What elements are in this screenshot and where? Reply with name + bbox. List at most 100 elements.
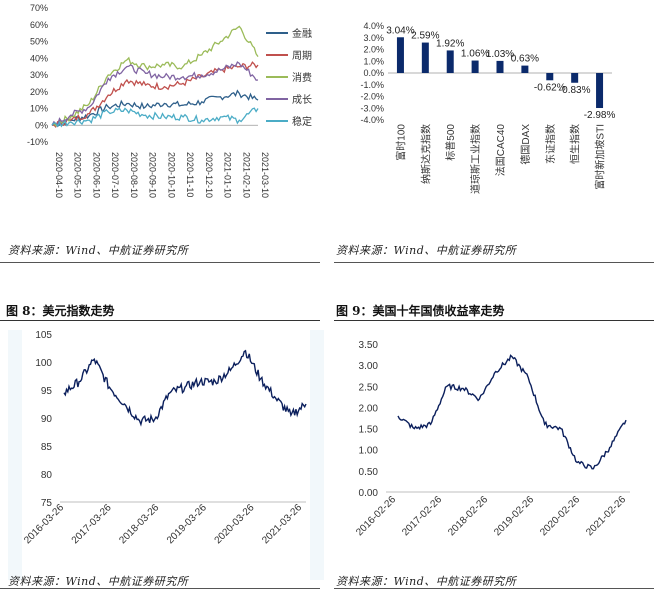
bar <box>571 73 579 83</box>
y-tick-label: -10% <box>27 137 48 147</box>
category-label: 道琼斯工业指数 <box>469 124 482 194</box>
data-label: 2.59% <box>411 31 439 42</box>
category-label: 恒生指数 <box>569 124 582 164</box>
x-tick-label: 2020-11-10 <box>185 152 195 197</box>
y-tick-label: 0.50 <box>359 467 379 478</box>
x-tick-label: 2020-04-10 <box>54 152 64 198</box>
global-index-bar-chart: 4.0% 3.0% 2.0%1.0% 0.0% -1.0% -2.0%-3.0% -4.0%… <box>360 21 616 194</box>
us10y-yield-line-chart: 3.50 3.00 2.50 2.00 1.50 1.00 0.50 0.002016-02-… <box>354 340 630 538</box>
x-tick-label: 2020-07-10 <box>110 152 120 198</box>
y-tick-label: 3.0% <box>363 33 384 43</box>
y-tick-label: 40% <box>30 53 48 63</box>
legend-label: 稳定 <box>292 115 312 128</box>
y-tick-label: 3.00 <box>359 361 379 372</box>
y-tick-label: 2.00 <box>359 403 379 414</box>
bar <box>521 65 529 73</box>
y-tick-label: 3.50 <box>359 340 379 351</box>
category-label: 富时新加坡STI <box>594 124 607 190</box>
legend-label: 成长 <box>292 94 312 106</box>
x-tick-label: 2020-10-10 <box>166 152 176 198</box>
data-label: -2.98% <box>584 110 616 121</box>
x-tick-label: 2019-03-26 <box>165 502 209 546</box>
figure-8-title: 图 8：美元指数走势 <box>6 304 115 318</box>
bar <box>546 73 554 81</box>
y-tick-label: 80 <box>41 470 53 481</box>
y-tick-label: 75 <box>41 498 53 509</box>
category-label: 东证指数 <box>544 124 557 164</box>
x-tick-label: 2021-03-26 <box>260 502 304 546</box>
x-tick-label: 2019-02-26 <box>492 494 536 538</box>
data-label: 1.92% <box>436 38 464 49</box>
bar <box>471 60 479 73</box>
y-tick-label: 70% <box>30 3 48 13</box>
category-label: 法国CAC40 <box>494 124 507 177</box>
x-tick-label: 2020-03-26 <box>213 502 257 546</box>
series-line-1 <box>51 61 259 128</box>
y-tick-label: 1.00 <box>359 446 379 457</box>
bar <box>446 50 454 73</box>
x-tick-label: 2017-02-26 <box>400 494 444 538</box>
x-tick-label: 2018-02-26 <box>446 494 490 538</box>
x-tick-label: 2020-02-26 <box>538 494 582 538</box>
y-tick-label: 10% <box>30 104 48 114</box>
x-tick-label: 2020-09-10 <box>148 152 158 198</box>
x-tick-label: 2021-02-10 <box>241 152 251 198</box>
x-tick-label: 2016-02-26 <box>354 494 398 538</box>
category-label: 富时100 <box>394 124 407 161</box>
sector-index-line-chart: -10% 0% 10% 20% 30% 40% 50% 60% 70% 2020-04-10 202… <box>27 3 312 198</box>
source-note-top-right: 资料来源：Wind、中航证券研究所 <box>336 244 517 257</box>
series-line <box>397 354 627 470</box>
legend-label: 周期 <box>292 50 312 62</box>
y-tick-label: 0.0% <box>363 68 384 78</box>
x-tick-label: 2020-05-10 <box>73 152 83 198</box>
y-tick-label: -4.0% <box>360 115 384 125</box>
data-label: 1.06% <box>461 49 489 60</box>
watermark <box>8 330 22 580</box>
x-tick-label: 2020-12-10 <box>204 152 214 198</box>
legend-label: 消费 <box>292 71 312 84</box>
x-tick-label: 2020-08-10 <box>129 152 139 198</box>
divider <box>0 262 320 263</box>
y-tick-label: 85 <box>41 442 53 453</box>
y-tick-label: 2.50 <box>359 382 379 393</box>
bar <box>596 73 604 109</box>
figure-9-title: 图 9：美国十年国债收益率走势 <box>336 304 505 318</box>
watermark <box>310 330 324 580</box>
source-note-bottom-right: 资料来源：Wind、中航证券研究所 <box>336 575 517 588</box>
series-line-4 <box>51 107 259 128</box>
data-label: 0.63% <box>511 54 539 65</box>
x-tick-label: 2021-02-26 <box>584 494 628 538</box>
category-label: 标普500 <box>444 124 457 161</box>
data-label: -0.62% <box>534 82 566 93</box>
divider <box>334 320 654 321</box>
source-note-bottom-left: 资料来源：Wind、中航证券研究所 <box>8 575 189 588</box>
y-tick-label: -3.0% <box>360 103 384 113</box>
bar <box>421 42 429 73</box>
y-tick-label: 1.50 <box>359 425 379 436</box>
y-tick-label: 4.0% <box>363 21 384 31</box>
series-line-2 <box>51 25 259 127</box>
y-tick-label: 0.00 <box>359 488 379 499</box>
series-line-3 <box>51 61 259 127</box>
x-tick-label: 2020-06-10 <box>91 152 101 198</box>
category-label: 纳斯达克指数 <box>419 124 432 184</box>
data-label: 3.04% <box>386 25 414 36</box>
series-line <box>63 349 307 427</box>
bar <box>396 37 404 73</box>
y-tick-label: 95 <box>41 386 53 397</box>
y-tick-label: 20% <box>30 87 48 97</box>
y-tick-label: 100 <box>35 358 52 369</box>
y-tick-label: -2.0% <box>360 92 384 102</box>
y-tick-label: -1.0% <box>360 80 384 90</box>
category-label: 德国DAX <box>519 124 532 165</box>
x-tick-label: 2017-03-26 <box>70 502 114 546</box>
divider <box>0 320 320 321</box>
y-tick-label: 60% <box>30 20 48 30</box>
y-tick-label: 2.0% <box>363 45 384 55</box>
legend-label: 金融 <box>292 27 312 40</box>
x-tick-label: 2021-01-10 <box>223 152 233 198</box>
data-label: -0.83% <box>559 85 591 96</box>
source-note-top-left: 资料来源：Wind、中航证券研究所 <box>8 244 189 257</box>
bar <box>496 60 504 73</box>
